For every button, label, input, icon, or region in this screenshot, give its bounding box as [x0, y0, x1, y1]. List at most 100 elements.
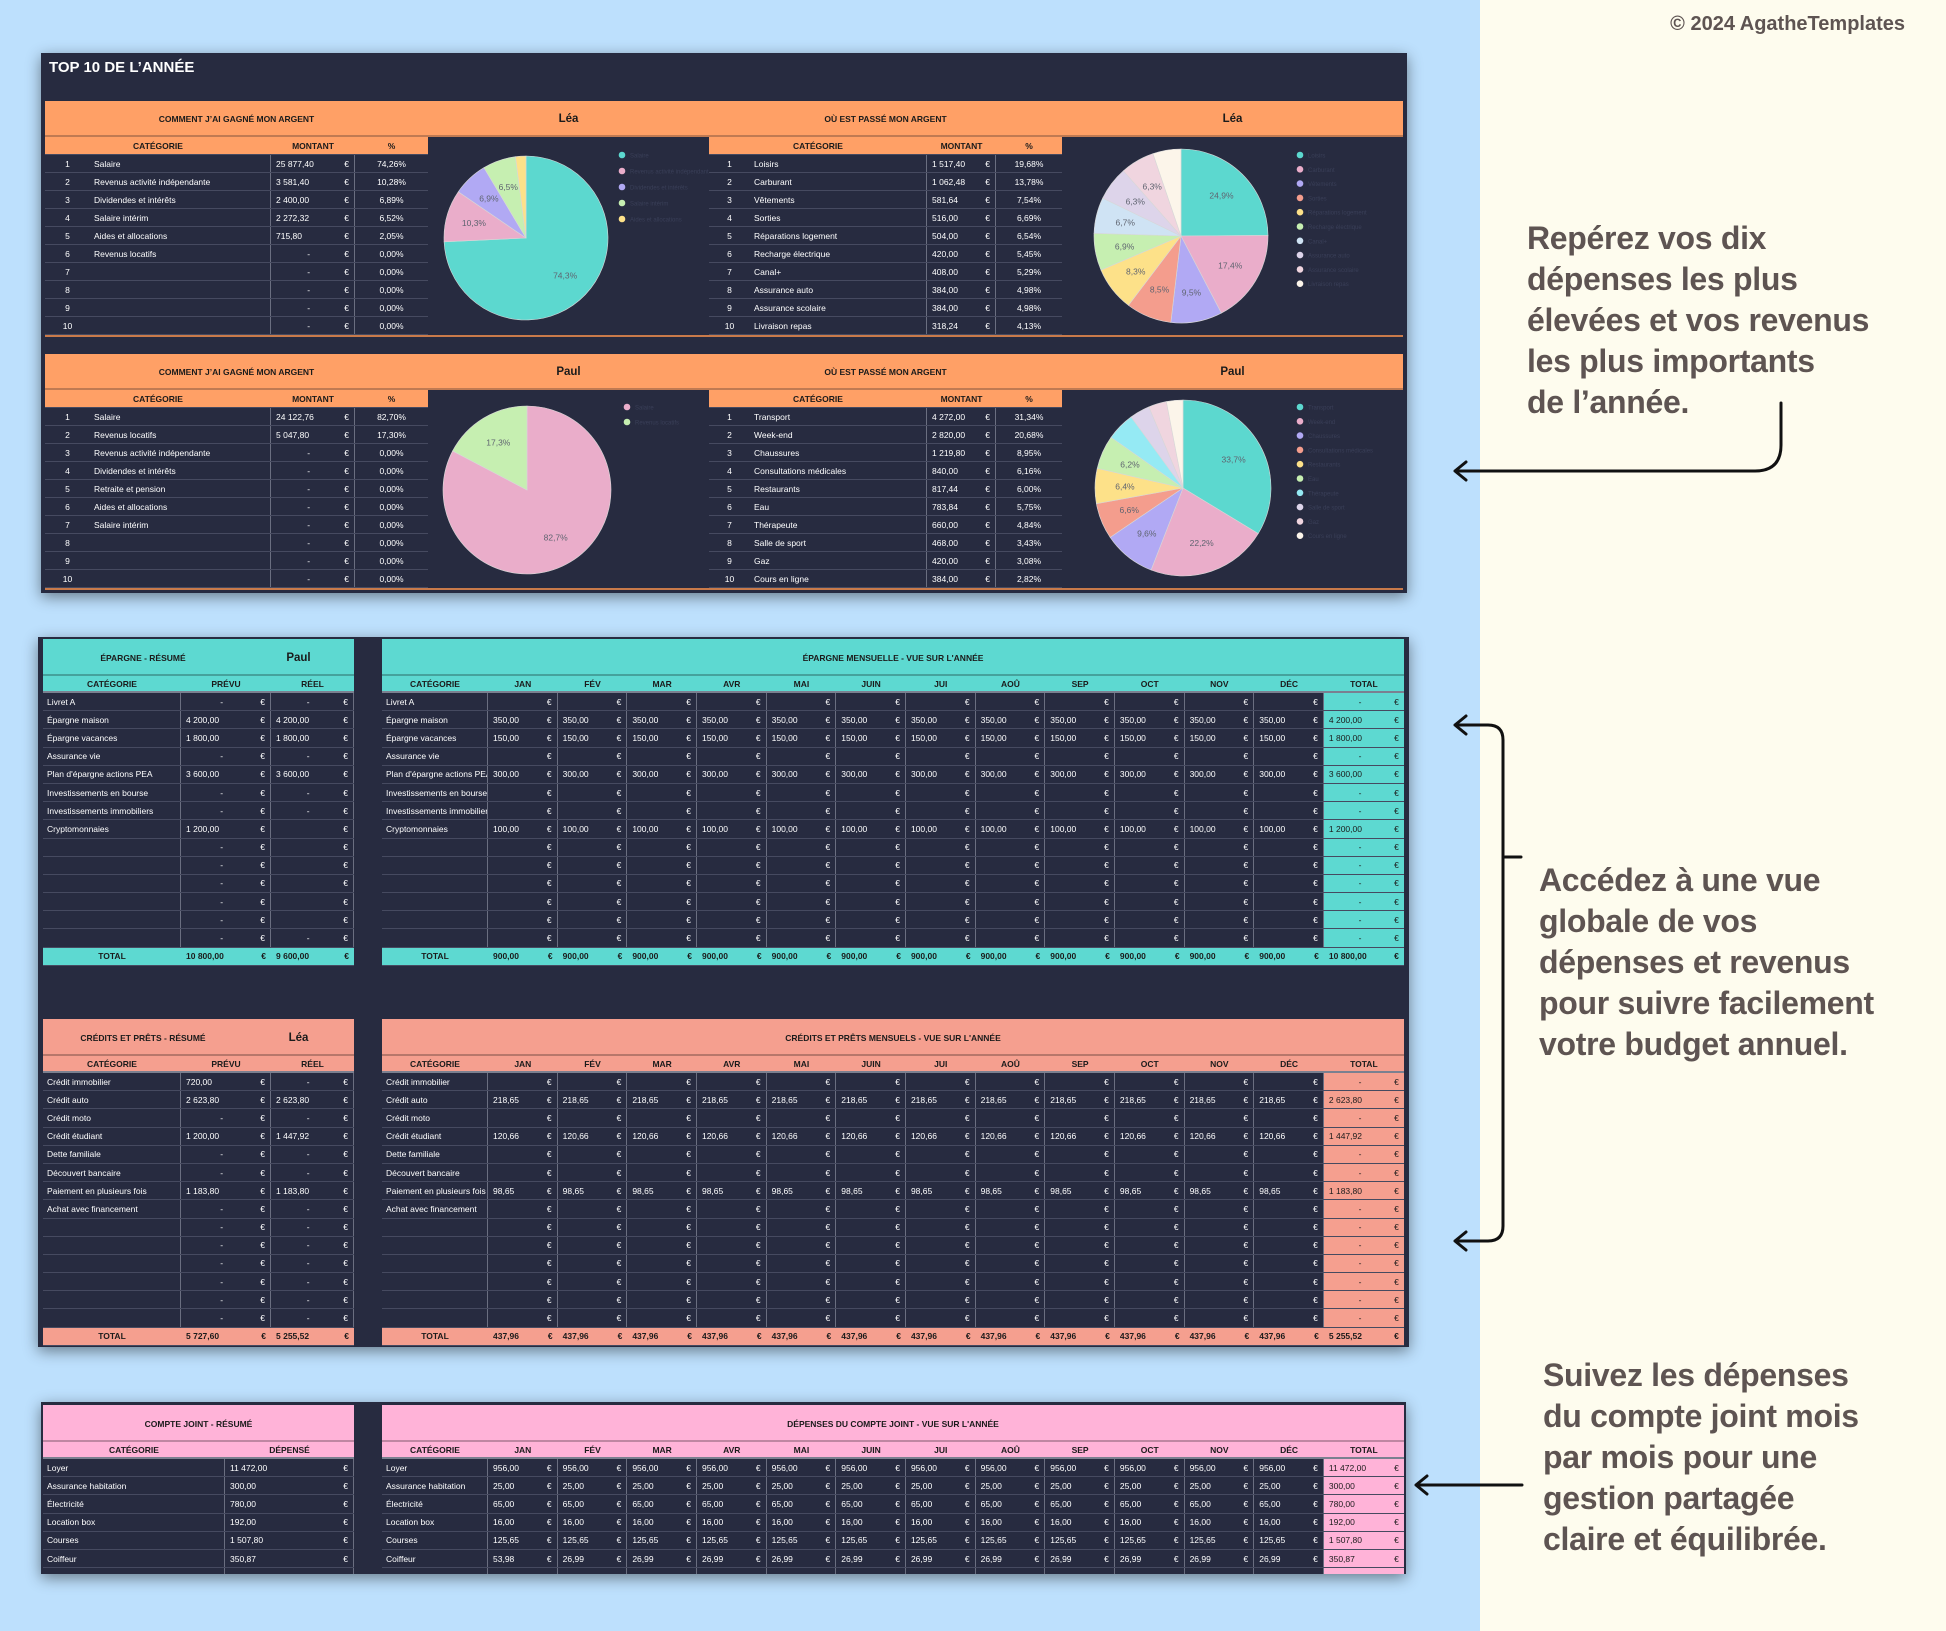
month-cell[interactable]: €: [836, 838, 906, 856]
month-cell[interactable]: €: [836, 1218, 906, 1236]
month-cell[interactable]: €: [767, 693, 837, 711]
month-cell[interactable]: €: [1185, 1291, 1255, 1309]
month-cell[interactable]: 120,66 €: [627, 1127, 697, 1145]
category-cell[interactable]: Assurance scolaire: [750, 299, 927, 316]
month-cell[interactable]: €: [1115, 747, 1185, 765]
actual-cell[interactable]: - €: [271, 1109, 354, 1127]
amount-cell[interactable]: - €: [271, 498, 355, 515]
month-cell[interactable]: 300,00 €: [1115, 765, 1185, 783]
row-total-cell[interactable]: - €: [1323, 1291, 1404, 1309]
month-cell[interactable]: 150,00 €: [488, 729, 558, 747]
category-cell[interactable]: Électricité: [43, 1495, 225, 1513]
month-total[interactable]: 900,00 €: [558, 948, 628, 965]
row-total-cell[interactable]: 1 200,00 €: [1323, 820, 1404, 838]
month-cell[interactable]: €: [488, 838, 558, 856]
month-cell[interactable]: 65,00 €: [627, 1495, 697, 1513]
amount-cell[interactable]: 581,64 €: [927, 191, 996, 208]
month-cell[interactable]: 300,00 €: [488, 765, 558, 783]
month-cell[interactable]: €: [558, 1236, 628, 1254]
month-cell[interactable]: 16,00 €: [488, 1513, 558, 1531]
actual-cell[interactable]: 1 800,00 €: [271, 729, 354, 747]
month-cell[interactable]: 25,00 €: [1045, 1477, 1115, 1495]
month-cell[interactable]: €: [1045, 1109, 1115, 1127]
category-cell[interactable]: [90, 534, 271, 551]
month-total[interactable]: 437,96 €: [1045, 1328, 1115, 1345]
month-cell[interactable]: 350,00 €: [558, 711, 628, 729]
month-cell[interactable]: 26,99 €: [1045, 1549, 1115, 1568]
category-cell[interactable]: [43, 1236, 181, 1254]
month-cell[interactable]: €: [976, 1163, 1046, 1182]
month-cell[interactable]: €: [906, 1073, 976, 1091]
month-cell[interactable]: 125,65 €: [558, 1531, 628, 1549]
category-cell[interactable]: Coiffeur: [382, 1549, 488, 1568]
row-total-cell[interactable]: - €: [1323, 856, 1404, 874]
month-cell[interactable]: €: [627, 1200, 697, 1218]
month-cell[interactable]: 125,65 €: [697, 1531, 767, 1549]
row-total-cell[interactable]: 1 183,80 €: [1323, 1182, 1404, 1200]
actual-cell[interactable]: - €: [271, 1163, 354, 1182]
month-cell[interactable]: €: [767, 1163, 837, 1182]
month-cell[interactable]: €: [976, 838, 1046, 856]
month-cell[interactable]: €: [836, 693, 906, 711]
month-cell[interactable]: 125,65 €: [1185, 1531, 1255, 1549]
category-cell[interactable]: [382, 1273, 488, 1291]
month-cell[interactable]: €: [1115, 1236, 1185, 1254]
month-cell[interactable]: €: [697, 1163, 767, 1182]
amount-cell[interactable]: 420,00 €: [927, 245, 996, 262]
row-total-cell[interactable]: 1 447,92 €: [1323, 1127, 1404, 1145]
month-cell[interactable]: €: [488, 747, 558, 765]
category-cell[interactable]: Investissements immobiliers: [43, 802, 181, 820]
month-cell[interactable]: €: [1185, 1163, 1255, 1182]
month-cell[interactable]: €: [1254, 1109, 1324, 1127]
month-cell[interactable]: 150,00 €: [767, 729, 837, 747]
category-cell[interactable]: Thérapeute: [750, 516, 927, 533]
amount-cell[interactable]: 318,24 €: [927, 317, 996, 334]
month-cell[interactable]: €: [627, 1273, 697, 1291]
month-cell[interactable]: 16,00 €: [906, 1513, 976, 1531]
category-cell[interactable]: Courses: [382, 1531, 488, 1549]
month-cell[interactable]: €: [1254, 911, 1324, 929]
month-cell[interactable]: €: [1254, 1073, 1324, 1091]
category-cell[interactable]: [43, 1309, 181, 1327]
month-cell[interactable]: 100,00 €: [488, 820, 558, 838]
planned-cell[interactable]: - €: [181, 1236, 271, 1254]
month-cell[interactable]: €: [906, 802, 976, 820]
month-cell[interactable]: 26,99 €: [627, 1549, 697, 1568]
row-total-cell[interactable]: 2 623,80 €: [1323, 1091, 1404, 1109]
month-cell[interactable]: 956,00 €: [976, 1459, 1046, 1477]
actual-cell[interactable]: - €: [271, 1254, 354, 1273]
month-total[interactable]: 900,00 €: [1185, 948, 1255, 965]
category-cell[interactable]: Salaire intérim: [90, 209, 271, 226]
month-cell[interactable]: €: [558, 1073, 628, 1091]
month-cell[interactable]: €: [906, 838, 976, 856]
month-cell[interactable]: 218,65 €: [627, 1091, 697, 1109]
month-cell[interactable]: 120,66 €: [1045, 1127, 1115, 1145]
month-cell[interactable]: 150,00 €: [697, 729, 767, 747]
month-cell[interactable]: €: [1254, 1254, 1324, 1273]
category-cell[interactable]: [382, 856, 488, 874]
month-cell[interactable]: €: [697, 893, 767, 911]
month-cell[interactable]: €: [697, 929, 767, 947]
month-cell[interactable]: €: [1115, 893, 1185, 911]
month-cell[interactable]: €: [1045, 874, 1115, 893]
month-cell[interactable]: €: [767, 856, 837, 874]
spent-cell[interactable]: 1 507,80 €: [225, 1531, 354, 1549]
month-cell[interactable]: €: [558, 1218, 628, 1236]
month-cell[interactable]: 65,00 €: [836, 1495, 906, 1513]
amount-cell[interactable]: 408,00 €: [927, 263, 996, 280]
month-cell[interactable]: €: [1115, 1145, 1185, 1163]
month-cell[interactable]: 300,00 €: [1254, 765, 1324, 783]
month-cell[interactable]: €: [1254, 838, 1324, 856]
month-cell[interactable]: €: [558, 1309, 628, 1327]
category-cell[interactable]: [382, 1218, 488, 1236]
month-cell[interactable]: €: [1115, 1200, 1185, 1218]
month-cell[interactable]: 125,65 €: [767, 1531, 837, 1549]
actual-cell[interactable]: - €: [271, 1200, 354, 1218]
month-cell[interactable]: €: [488, 893, 558, 911]
month-cell[interactable]: €: [1045, 911, 1115, 929]
month-cell[interactable]: 956,00 €: [906, 1459, 976, 1477]
month-cell[interactable]: 98,65 €: [836, 1182, 906, 1200]
month-cell[interactable]: €: [767, 1568, 837, 1574]
month-cell[interactable]: €: [488, 929, 558, 947]
month-cell[interactable]: €: [627, 1254, 697, 1273]
